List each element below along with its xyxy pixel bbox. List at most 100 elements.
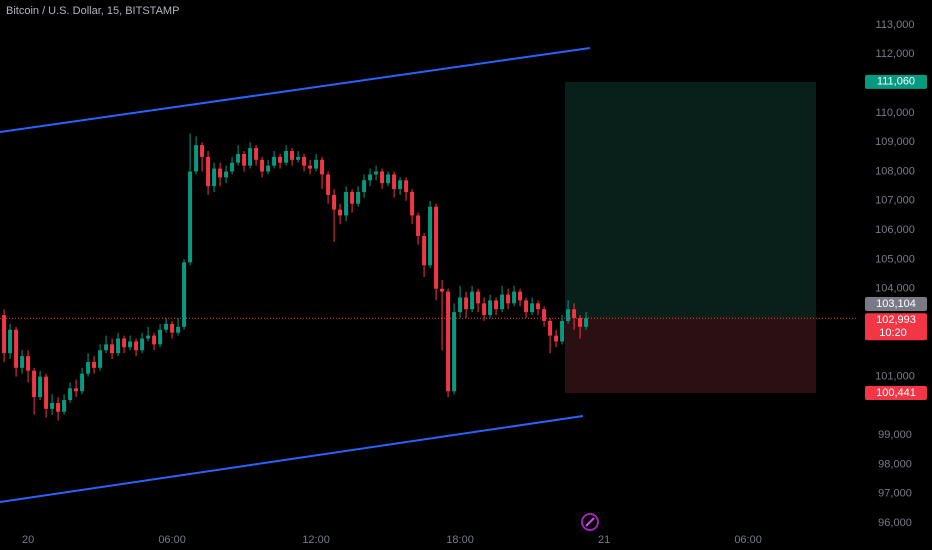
candle-body xyxy=(182,262,187,327)
x-tick-label: 06:00 xyxy=(734,534,762,546)
y-tick-label: 105,000 xyxy=(875,253,915,265)
candle-body xyxy=(584,318,589,327)
stop-badge-text: 100,441 xyxy=(876,387,916,399)
candle-body xyxy=(344,192,349,216)
candle-body xyxy=(50,402,55,409)
candle-body xyxy=(74,388,79,392)
candle-body xyxy=(542,309,547,321)
y-tick-label: 96,000 xyxy=(878,517,912,529)
candle-body xyxy=(476,291,481,304)
candle-body xyxy=(332,194,337,210)
candle-body xyxy=(386,174,391,184)
candle-body xyxy=(212,168,217,187)
candle-body xyxy=(548,320,553,336)
candle-body xyxy=(188,171,193,263)
candle-body xyxy=(80,373,85,392)
candle-body xyxy=(308,165,313,169)
candle-body xyxy=(422,235,427,266)
y-tick-label: 101,000 xyxy=(875,371,915,383)
candle-body xyxy=(176,326,181,333)
candle-body xyxy=(218,168,223,178)
candle-body xyxy=(452,312,457,392)
candle-body xyxy=(236,153,241,163)
candle-body xyxy=(92,361,97,368)
candle-body xyxy=(554,335,559,342)
x-tick-label: 20 xyxy=(22,534,34,546)
chart-title: Bitcoin / U.S. Dollar, 15, BITSTAMP xyxy=(6,5,179,17)
candle-body xyxy=(506,294,511,304)
candle-body xyxy=(200,145,205,157)
candle-body xyxy=(260,159,265,172)
candle-body xyxy=(434,206,439,289)
y-tick-label: 98,000 xyxy=(878,458,912,470)
candle-body xyxy=(374,171,379,175)
candle-body xyxy=(296,156,301,160)
candle-body xyxy=(278,156,283,163)
candle-body xyxy=(416,215,421,236)
candle-body xyxy=(446,291,451,392)
candle-body xyxy=(494,300,499,310)
y-tick-label: 104,000 xyxy=(875,283,915,295)
y-tick-label: 110,000 xyxy=(876,107,915,119)
candle-body xyxy=(230,162,235,172)
candle-body xyxy=(320,159,325,175)
candle-body xyxy=(470,291,475,310)
candle-body xyxy=(152,335,157,345)
candle-body xyxy=(512,291,517,304)
candle-body xyxy=(464,297,469,310)
x-tick-label: 06:00 xyxy=(158,534,186,546)
candle-body xyxy=(500,294,505,310)
candle-body xyxy=(578,318,583,327)
y-tick-label: 109,000 xyxy=(875,136,915,148)
y-tick-label: 112,000 xyxy=(876,48,915,60)
x-tick-label: 12:00 xyxy=(302,534,330,546)
candle-body xyxy=(392,174,397,190)
candle-body xyxy=(140,338,145,351)
channel-lower xyxy=(0,415,584,503)
candle-body xyxy=(248,148,253,166)
high-badge xyxy=(865,296,927,311)
candle-body xyxy=(56,402,61,412)
candle-body xyxy=(8,329,13,354)
candle-body xyxy=(314,159,319,169)
candle-body xyxy=(404,180,409,193)
candle-body xyxy=(326,174,331,195)
candle-body xyxy=(194,145,199,172)
candle-body xyxy=(116,338,121,354)
candle-body xyxy=(98,350,103,368)
candle-body xyxy=(14,329,19,368)
loss-zone xyxy=(565,318,816,393)
candles xyxy=(2,133,589,421)
candle-body xyxy=(266,165,271,172)
candle-body xyxy=(290,150,295,160)
candle-body xyxy=(338,209,343,216)
candle-body xyxy=(410,192,415,216)
countdown: 10:20 xyxy=(879,327,907,339)
y-tick-label: 106,000 xyxy=(875,224,915,236)
logo xyxy=(581,513,599,531)
candle-body xyxy=(2,315,7,354)
candle-body xyxy=(272,156,277,166)
candle-body xyxy=(104,344,109,351)
x-tick-label: 21 xyxy=(598,534,610,546)
candle-body xyxy=(380,171,385,184)
candle-body xyxy=(86,361,91,374)
candle-body xyxy=(224,171,229,178)
candle-body xyxy=(206,156,211,187)
candle-body xyxy=(20,356,25,368)
y-tick-label: 97,000 xyxy=(878,488,912,500)
y-tick-label: 108,000 xyxy=(875,165,915,177)
stop-badge xyxy=(865,385,927,400)
candle-body xyxy=(128,341,133,348)
candle-body xyxy=(254,148,259,160)
candle-body xyxy=(110,344,115,354)
candle-body xyxy=(38,376,43,398)
candle-body xyxy=(284,150,289,163)
candle-body xyxy=(158,329,163,345)
candle-body xyxy=(524,300,529,313)
candle-body xyxy=(488,300,493,316)
candle-body xyxy=(356,192,361,204)
y-tick-label: 113,000 xyxy=(876,19,915,31)
candle-body xyxy=(62,400,67,412)
